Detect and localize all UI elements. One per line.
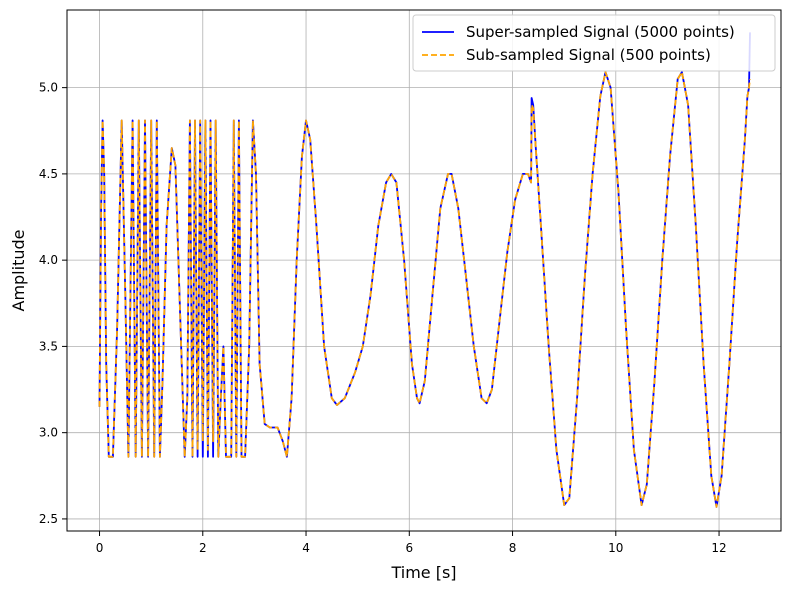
plot-frame (66, 9, 782, 532)
y-tick-label: 3.5 (39, 339, 58, 353)
y-axis-label: Amplitude (9, 230, 28, 312)
y-tick-label: 2.5 (39, 512, 58, 526)
legend-box (412, 14, 776, 72)
x-axis-ticks: 0 2 4 6 8 10 12 (96, 531, 727, 555)
x-tick-label: 2 (199, 541, 207, 555)
x-tick-label: 0 (96, 541, 104, 555)
x-tick-label: 6 (405, 541, 413, 555)
y-tick-label: 3.0 (39, 426, 58, 440)
x-tick-label: 4 (302, 541, 310, 555)
x-tick-label: 8 (509, 541, 517, 555)
x-axis-label: Time [s] (390, 563, 456, 582)
y-axis-ticks: 2.5 3.0 3.5 4.0 4.5 5.0 (39, 81, 67, 526)
x-tick-label: 10 (608, 541, 623, 555)
x-tick-label: 12 (711, 541, 726, 555)
legend: Super-sampled Signal (5000 points) Sub-s… (412, 14, 776, 72)
y-tick-label: 5.0 (39, 81, 58, 95)
series-lines (98, 32, 751, 508)
series-line-sub-sampled (98, 71, 751, 508)
legend-label-super-sampled: Super-sampled Signal (5000 points) (466, 23, 735, 41)
y-tick-label: 4.0 (39, 253, 58, 267)
legend-label-sub-sampled: Sub-sampled Signal (500 points) (466, 46, 711, 64)
y-tick-label: 4.5 (39, 167, 58, 181)
